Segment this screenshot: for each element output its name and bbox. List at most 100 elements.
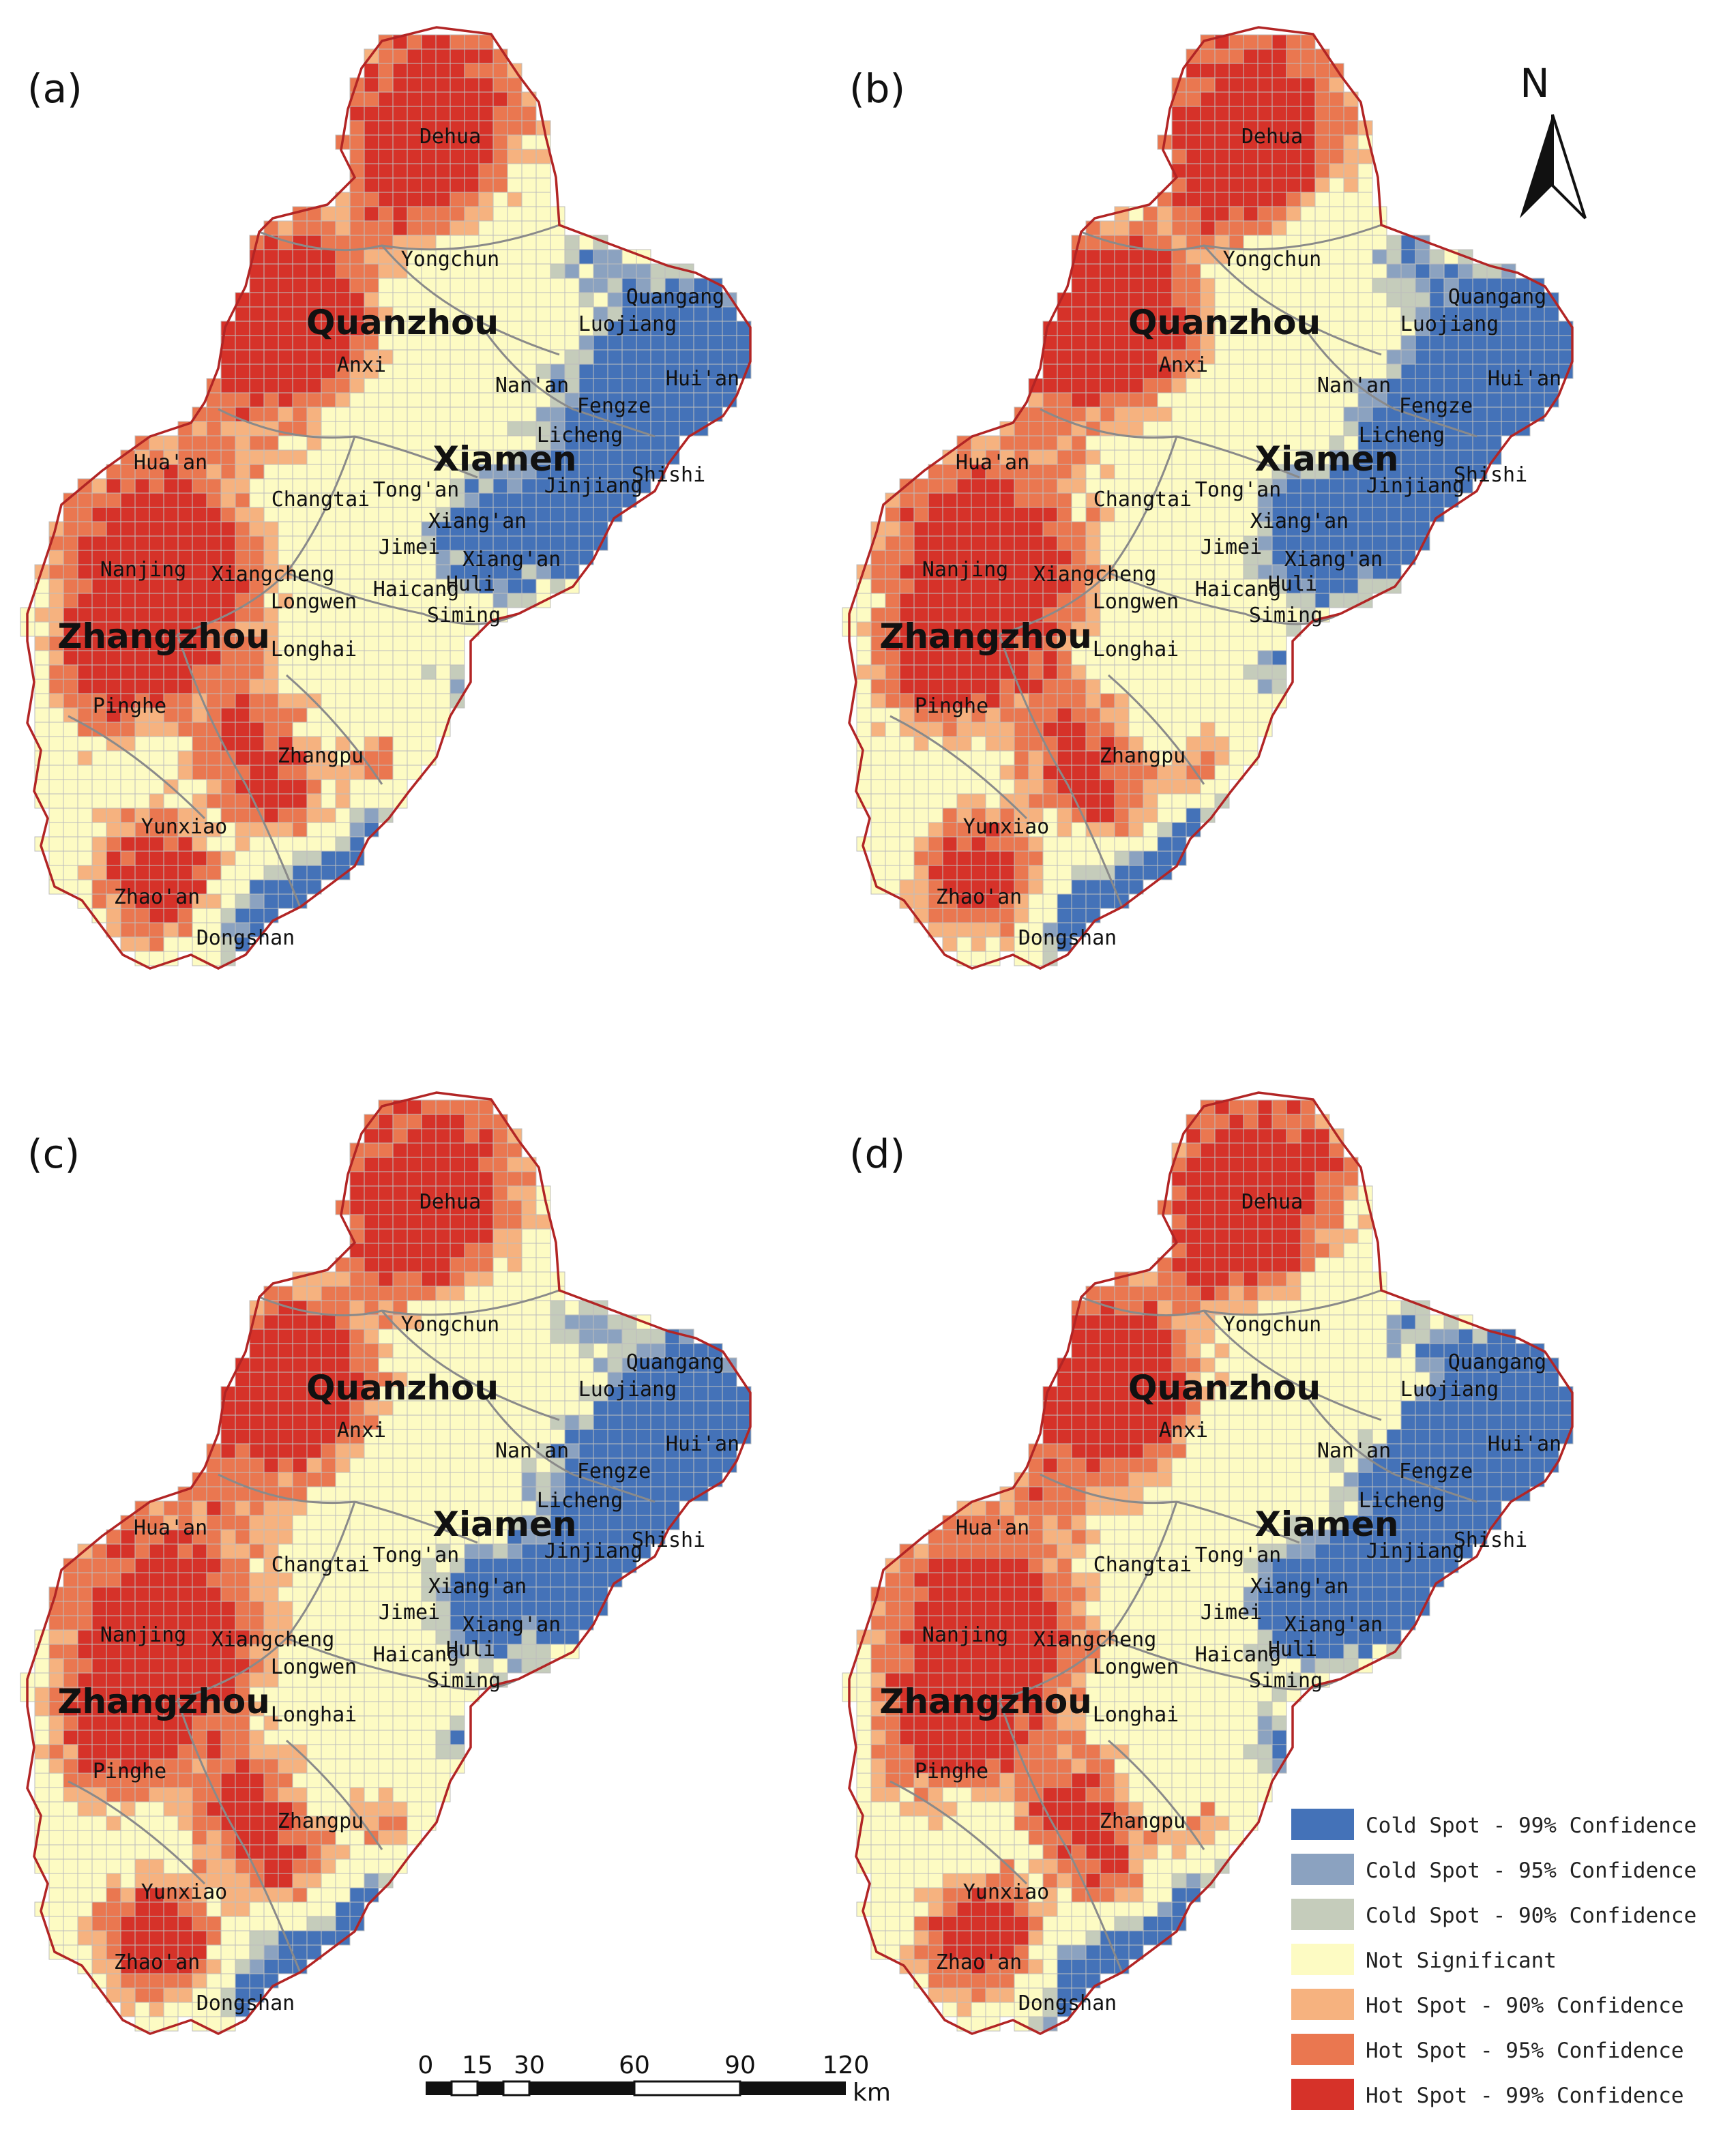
grid-cell: [349, 192, 365, 207]
grid-cell: [349, 1529, 365, 1545]
grid-cell: [292, 1586, 308, 1602]
grid-cell: [235, 693, 250, 709]
grid-cell: [378, 77, 394, 93]
grid-cell: [335, 392, 351, 408]
grid-cell: [492, 177, 508, 193]
grid-cell: [1085, 278, 1101, 293]
grid-cell: [999, 707, 1015, 723]
grid-cell: [306, 1329, 322, 1344]
grid-cell: [220, 879, 236, 895]
grid-cell: [249, 435, 265, 451]
grid-cell: [1114, 278, 1130, 293]
grid-cell: [435, 1472, 451, 1487]
grid-cell: [492, 63, 508, 78]
grid-cell: [263, 893, 279, 909]
grid-cell: [942, 679, 958, 694]
grid-cell: [392, 1515, 408, 1530]
grid-cell: [364, 1200, 379, 1215]
grid-cell: [421, 177, 437, 193]
grid-cell: [999, 593, 1015, 608]
grid-cell: [693, 406, 709, 422]
grid-cell: [985, 736, 1001, 752]
grid-cell: [364, 621, 379, 637]
place-label: Longhai: [1093, 638, 1179, 662]
grid-cell: [306, 1730, 322, 1745]
grid-cell: [1214, 364, 1230, 379]
grid-cell: [1085, 793, 1101, 809]
grid-cell: [91, 779, 107, 795]
grid-cell: [321, 1329, 336, 1344]
grid-cell: [464, 349, 480, 365]
grid-cell: [220, 1730, 236, 1745]
grid-cell: [421, 163, 437, 179]
grid-cell: [392, 349, 408, 365]
grid-cell: [664, 1500, 680, 1516]
grid-cell: [378, 63, 394, 78]
grid-cell: [378, 607, 394, 623]
grid-cell: [492, 406, 508, 422]
grid-cell: [378, 1200, 394, 1215]
grid-cell: [1429, 449, 1445, 465]
grid-cell: [120, 1787, 136, 1803]
grid-cell: [321, 1758, 336, 1774]
grid-cell: [349, 149, 365, 164]
grid-cell: [177, 1801, 193, 1817]
grid-cell: [1057, 492, 1072, 508]
grid-cell: [1100, 306, 1115, 322]
grid-cell: [149, 521, 164, 537]
grid-cell: [407, 77, 422, 93]
grid-cell: [1257, 693, 1273, 709]
grid-cell: [34, 679, 50, 694]
grid-cell: [435, 77, 451, 93]
grid-cell: [1458, 364, 1473, 379]
grid-cell: [521, 134, 537, 150]
grid-cell: [578, 1343, 594, 1359]
grid-cell: [928, 535, 943, 551]
grid-cell: [1400, 449, 1416, 465]
grid-cell: [1114, 321, 1130, 336]
grid-cell: [149, 1658, 164, 1674]
grid-cell: [1286, 406, 1301, 422]
grid-cell: [1085, 679, 1101, 694]
grid-cell: [77, 535, 93, 551]
grid-cell: [1014, 765, 1029, 780]
grid-cell: [478, 278, 494, 293]
grid-cell: [535, 206, 551, 222]
grid-cell: [535, 406, 551, 422]
grid-cell: [1300, 392, 1316, 408]
grid-cell: [1128, 722, 1144, 737]
grid-cell: [521, 1214, 537, 1230]
grid-cell: [378, 1243, 394, 1258]
grid-cell: [1214, 679, 1230, 694]
grid-cell: [521, 1486, 537, 1502]
grid-cell: [478, 492, 494, 508]
grid-cell: [550, 306, 565, 322]
grid-cell: [206, 1801, 222, 1817]
grid-cell: [464, 1286, 480, 1301]
grid-cell: [564, 1372, 580, 1387]
grid-cell: [478, 220, 494, 236]
grid-cell: [507, 1214, 523, 1230]
grid-cell: [650, 378, 666, 394]
grid-cell: [421, 1257, 437, 1273]
grid-cell: [292, 1758, 308, 1774]
grid-cell: [1343, 106, 1359, 121]
grid-cell: [48, 750, 64, 766]
grid-cell: [1186, 636, 1201, 651]
grid-cell: [292, 779, 308, 795]
grid-cell: [1415, 364, 1430, 379]
grid-cell: [450, 349, 465, 365]
grid-cell: [134, 1801, 150, 1817]
grid-cell: [364, 106, 379, 121]
grid-cell: [885, 521, 900, 537]
grid-cell: [1042, 421, 1058, 436]
grid-cell: [1200, 621, 1216, 637]
grid-cell: [1458, 263, 1473, 279]
grid-cell: [550, 1343, 565, 1359]
grid-cell: [435, 392, 451, 408]
grid-cell: [1085, 406, 1101, 422]
grid-cell: [1014, 564, 1029, 580]
grid-cell: [478, 34, 494, 50]
grid-cell: [478, 48, 494, 64]
grid-cell: [492, 1543, 508, 1559]
